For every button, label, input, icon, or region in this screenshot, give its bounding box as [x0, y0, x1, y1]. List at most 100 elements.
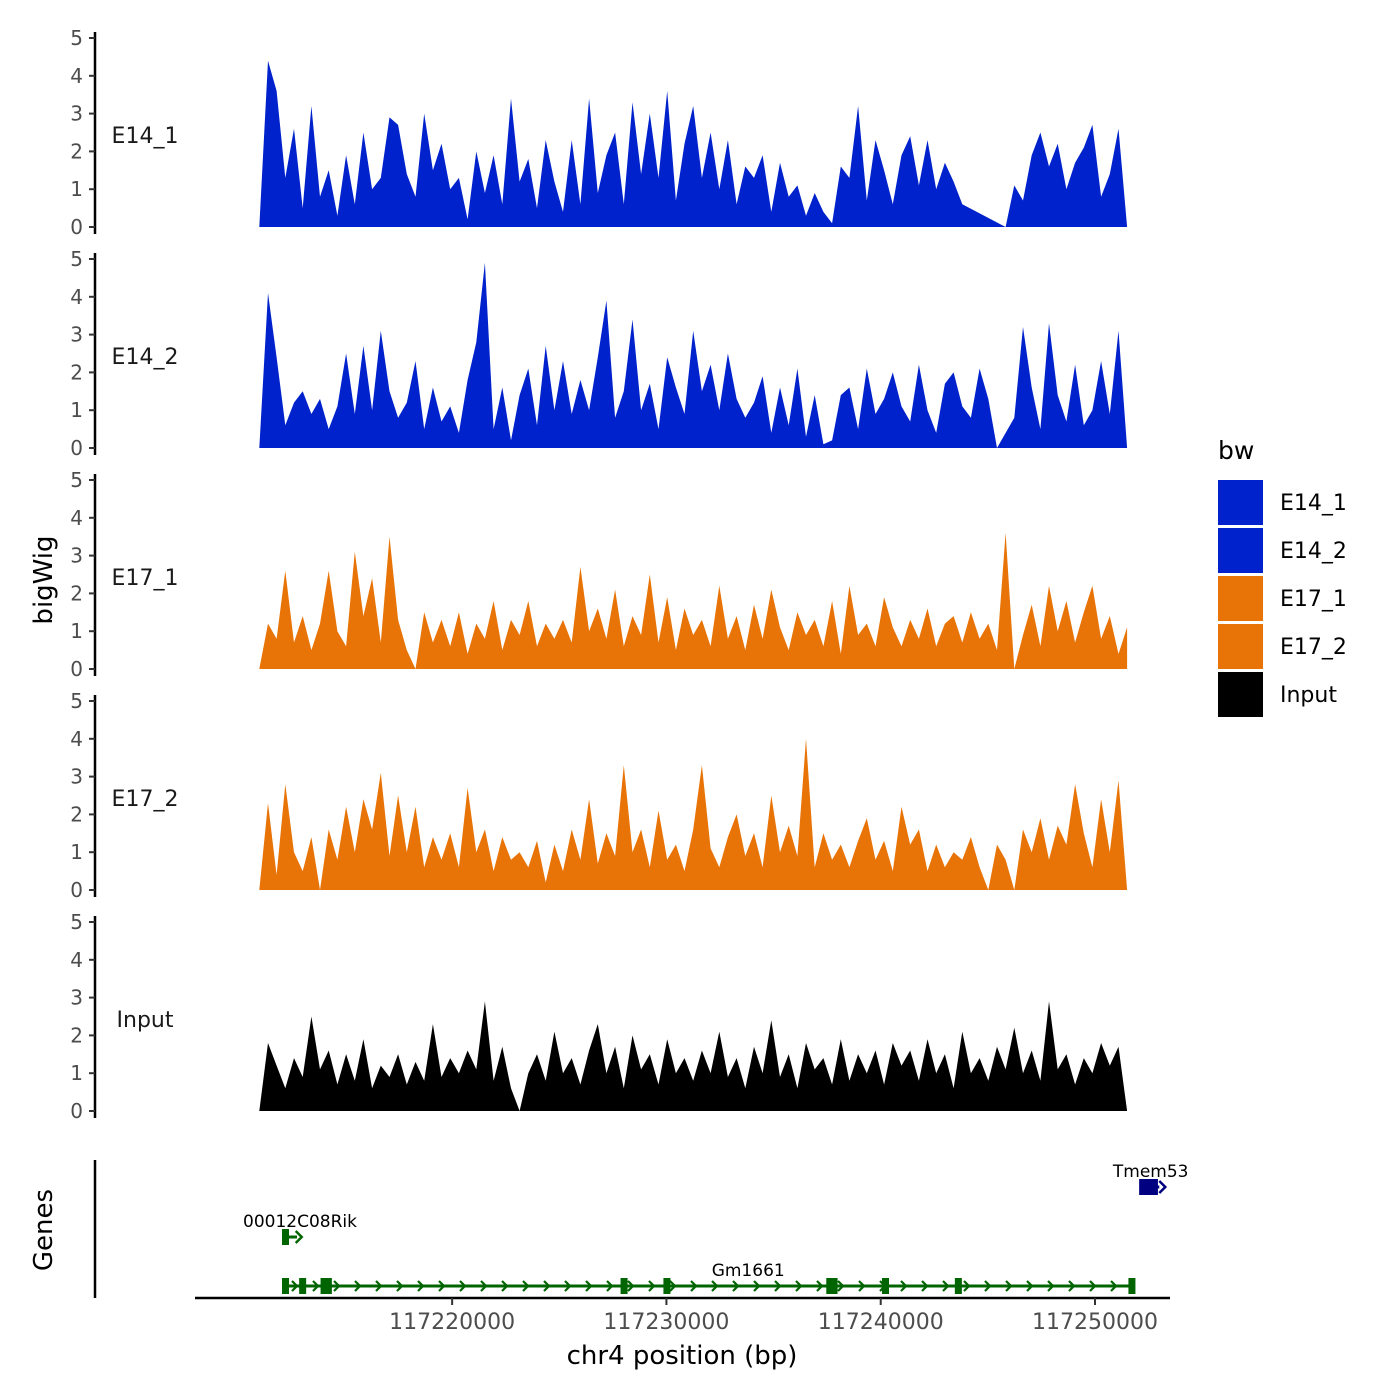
exon	[282, 1278, 289, 1294]
strand-chevron	[1026, 1280, 1034, 1292]
exon	[663, 1278, 671, 1294]
legend-label: E14_2	[1280, 539, 1347, 564]
exon	[320, 1278, 328, 1294]
track-label: E17_2	[112, 787, 179, 812]
strand-chevron	[627, 1280, 635, 1292]
y-tick-label: 0	[70, 436, 83, 460]
exon	[954, 1278, 962, 1294]
y-tick-label: 1	[70, 619, 83, 643]
legend-label: E17_1	[1280, 587, 1347, 612]
exon	[620, 1278, 628, 1294]
gene-label: Tmem53	[1112, 1162, 1189, 1182]
exon	[324, 1278, 332, 1294]
y-axis-title: bigWig	[29, 535, 59, 624]
strand-chevron	[732, 1280, 740, 1292]
strand-chevron	[858, 1280, 866, 1292]
strand-chevron	[669, 1280, 677, 1292]
panel-e17-2: 0 1 2 3 4 5 E17_2	[70, 689, 1128, 902]
y-tick-label: 0	[70, 878, 83, 902]
x-axis: 117220000 117230000 117240000 117250000	[195, 1296, 1170, 1335]
strand-chevron	[921, 1280, 929, 1292]
strand-chevron	[522, 1280, 530, 1292]
y-tick-label: 3	[70, 765, 83, 789]
y-tick-label: 4	[70, 506, 83, 530]
strand-chevron	[501, 1280, 509, 1292]
signal-area-e14-1	[259, 60, 1128, 228]
y-tick-label: 4	[70, 727, 83, 751]
exon	[882, 1278, 889, 1294]
strand-chevron	[690, 1280, 698, 1292]
signal-area-e17-1	[259, 532, 1128, 669]
genes-axis-title: Genes	[29, 1189, 59, 1271]
legend-label: Input	[1280, 683, 1337, 708]
signal-area-e17-2	[259, 738, 1128, 890]
y-tick-label: 4	[70, 285, 83, 309]
strand-chevron	[942, 1280, 950, 1292]
signal-area-input	[259, 1001, 1128, 1111]
y-tick-label: 4	[70, 64, 83, 88]
y-tick-label: 3	[70, 544, 83, 568]
strand-chevron	[753, 1280, 761, 1292]
track-label: E14_1	[112, 124, 179, 149]
legend: bw E14_1 E14_2 E17_1 E17_2 Input	[1218, 436, 1347, 717]
x-tick-label: 117230000	[603, 1310, 729, 1335]
strand-chevron	[1005, 1280, 1013, 1292]
strand-chevron	[1068, 1280, 1076, 1292]
y-tick-label: 4	[70, 948, 83, 972]
y-tick-label: 3	[70, 986, 83, 1010]
y-tick-label: 0	[70, 1099, 83, 1123]
strand-chevron	[795, 1280, 803, 1292]
signal-area-e14-2	[259, 262, 1128, 448]
exon	[1150, 1179, 1158, 1195]
y-tick-label: 2	[70, 581, 83, 605]
y-tick-label: 1	[70, 1061, 83, 1085]
legend-swatch	[1218, 528, 1263, 573]
strand-chevron	[1089, 1280, 1097, 1292]
track-label: E17_1	[112, 566, 179, 591]
y-tick-label: 5	[70, 910, 83, 934]
strand-chevron	[963, 1280, 971, 1292]
y-tick-label: 5	[70, 247, 83, 271]
signal-panels: 0 1 2 3 4 5 E14_1 0 1 2 3 4 5 E14_2 0 1 2 3 4 5 E17_1 0 1 2 3 4 5 E…	[70, 26, 1128, 1123]
x-tick-label: 117250000	[1032, 1310, 1158, 1335]
strand-chevron	[396, 1280, 404, 1292]
y-tick-label: 5	[70, 468, 83, 492]
gene-gm1661: Gm1661	[282, 1261, 1136, 1294]
strand-chevron	[1047, 1280, 1055, 1292]
strand-chevron	[711, 1280, 719, 1292]
y-tick-label: 1	[70, 177, 83, 201]
exon	[1139, 1179, 1147, 1195]
y-tick-label: 5	[70, 26, 83, 50]
strand-chevron	[1158, 1180, 1168, 1194]
strand-chevron	[900, 1280, 908, 1292]
x-tick-label: 117240000	[818, 1310, 944, 1335]
strand-chevron	[816, 1280, 824, 1292]
genes-panel: Tmem53 00012C08Rik Gm1661	[93, 1160, 1189, 1298]
legend-label: E14_1	[1280, 491, 1347, 516]
exon	[299, 1278, 307, 1294]
exon	[826, 1278, 834, 1294]
strand-chevron	[291, 1280, 299, 1292]
strand-chevron	[354, 1280, 362, 1292]
exon	[282, 1229, 289, 1245]
legend-swatch	[1218, 624, 1263, 669]
legend-swatch	[1218, 480, 1263, 525]
gene-tmem53: Tmem53	[1112, 1162, 1189, 1195]
strand-chevron	[312, 1280, 320, 1292]
x-tick-label: 117220000	[389, 1310, 515, 1335]
y-tick-label: 3	[70, 102, 83, 126]
y-tick-label: 1	[70, 398, 83, 422]
strand-chevron	[333, 1280, 341, 1292]
panel-e17-1: 0 1 2 3 4 5 E17_1	[70, 468, 1128, 681]
strand-chevron	[564, 1280, 572, 1292]
x-axis-title: chr4 position (bp)	[567, 1341, 798, 1371]
strand-chevron	[438, 1280, 446, 1292]
legend-title: bw	[1218, 436, 1254, 465]
exon	[1128, 1278, 1136, 1294]
legend-swatch	[1218, 672, 1263, 717]
gene-4930012c08rik: 00012C08Rik	[243, 1212, 357, 1245]
legend-swatch	[1218, 576, 1263, 621]
y-tick-label: 2	[70, 1023, 83, 1047]
strand-chevron	[585, 1280, 593, 1292]
